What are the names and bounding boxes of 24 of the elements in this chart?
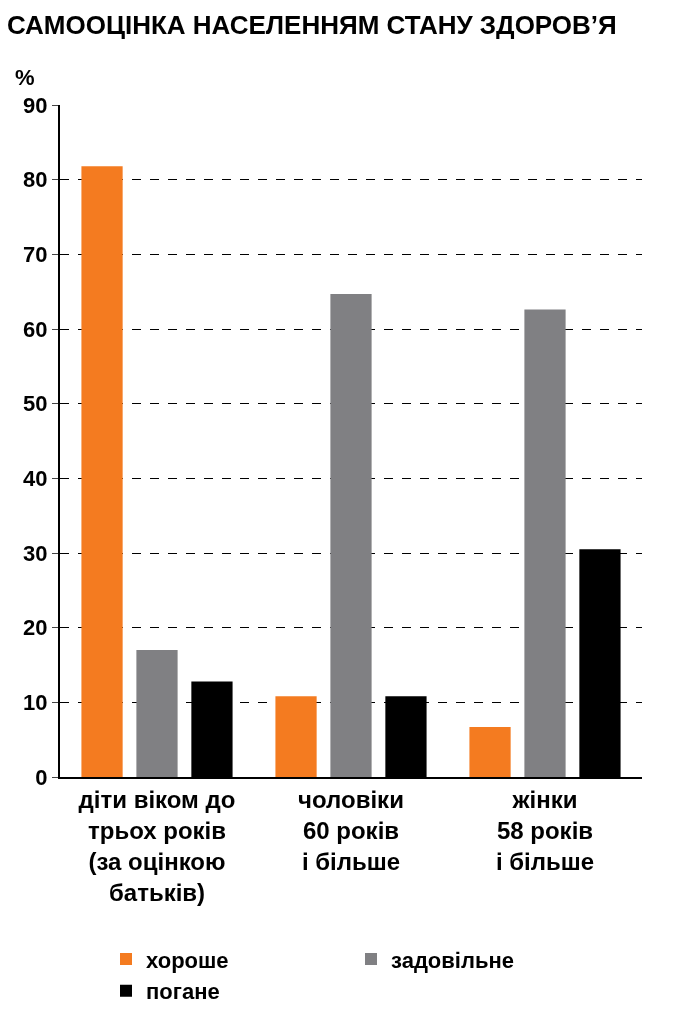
y-tick-label: 10 <box>23 690 48 716</box>
y-tick-label: 90 <box>23 92 48 118</box>
bar <box>275 696 317 777</box>
y-tick-label: 60 <box>23 316 48 342</box>
y-tick-label: 0 <box>35 764 48 790</box>
legend-label: хороше <box>146 947 229 973</box>
x-tick-label: діти віком до трьох років (за оцінкою батьків) <box>78 785 236 907</box>
y-tick-label: 80 <box>23 167 48 193</box>
bar <box>524 309 566 777</box>
y-tick-label: 30 <box>23 540 48 566</box>
x-tick-label: жінки 58 років і більше <box>495 785 595 876</box>
bar <box>330 293 372 777</box>
y-tick-label: 70 <box>23 242 48 268</box>
chart-title: САМООЦІНКА НАСЕЛЕННЯМ СТАНУ ЗДОРОВ’Я <box>6 9 617 40</box>
bar <box>81 166 123 777</box>
x-tick-label: чоловіки 60 років і більше <box>298 785 404 876</box>
bar <box>469 726 511 777</box>
legend-label: задовільне <box>391 947 514 973</box>
bar <box>136 650 178 777</box>
y-tick-label: 40 <box>23 466 48 492</box>
legend-label: погане <box>146 979 220 1005</box>
y-axis-title: % <box>15 65 35 90</box>
y-tick-label: 20 <box>23 615 48 641</box>
y-tick-label: 50 <box>23 391 48 417</box>
